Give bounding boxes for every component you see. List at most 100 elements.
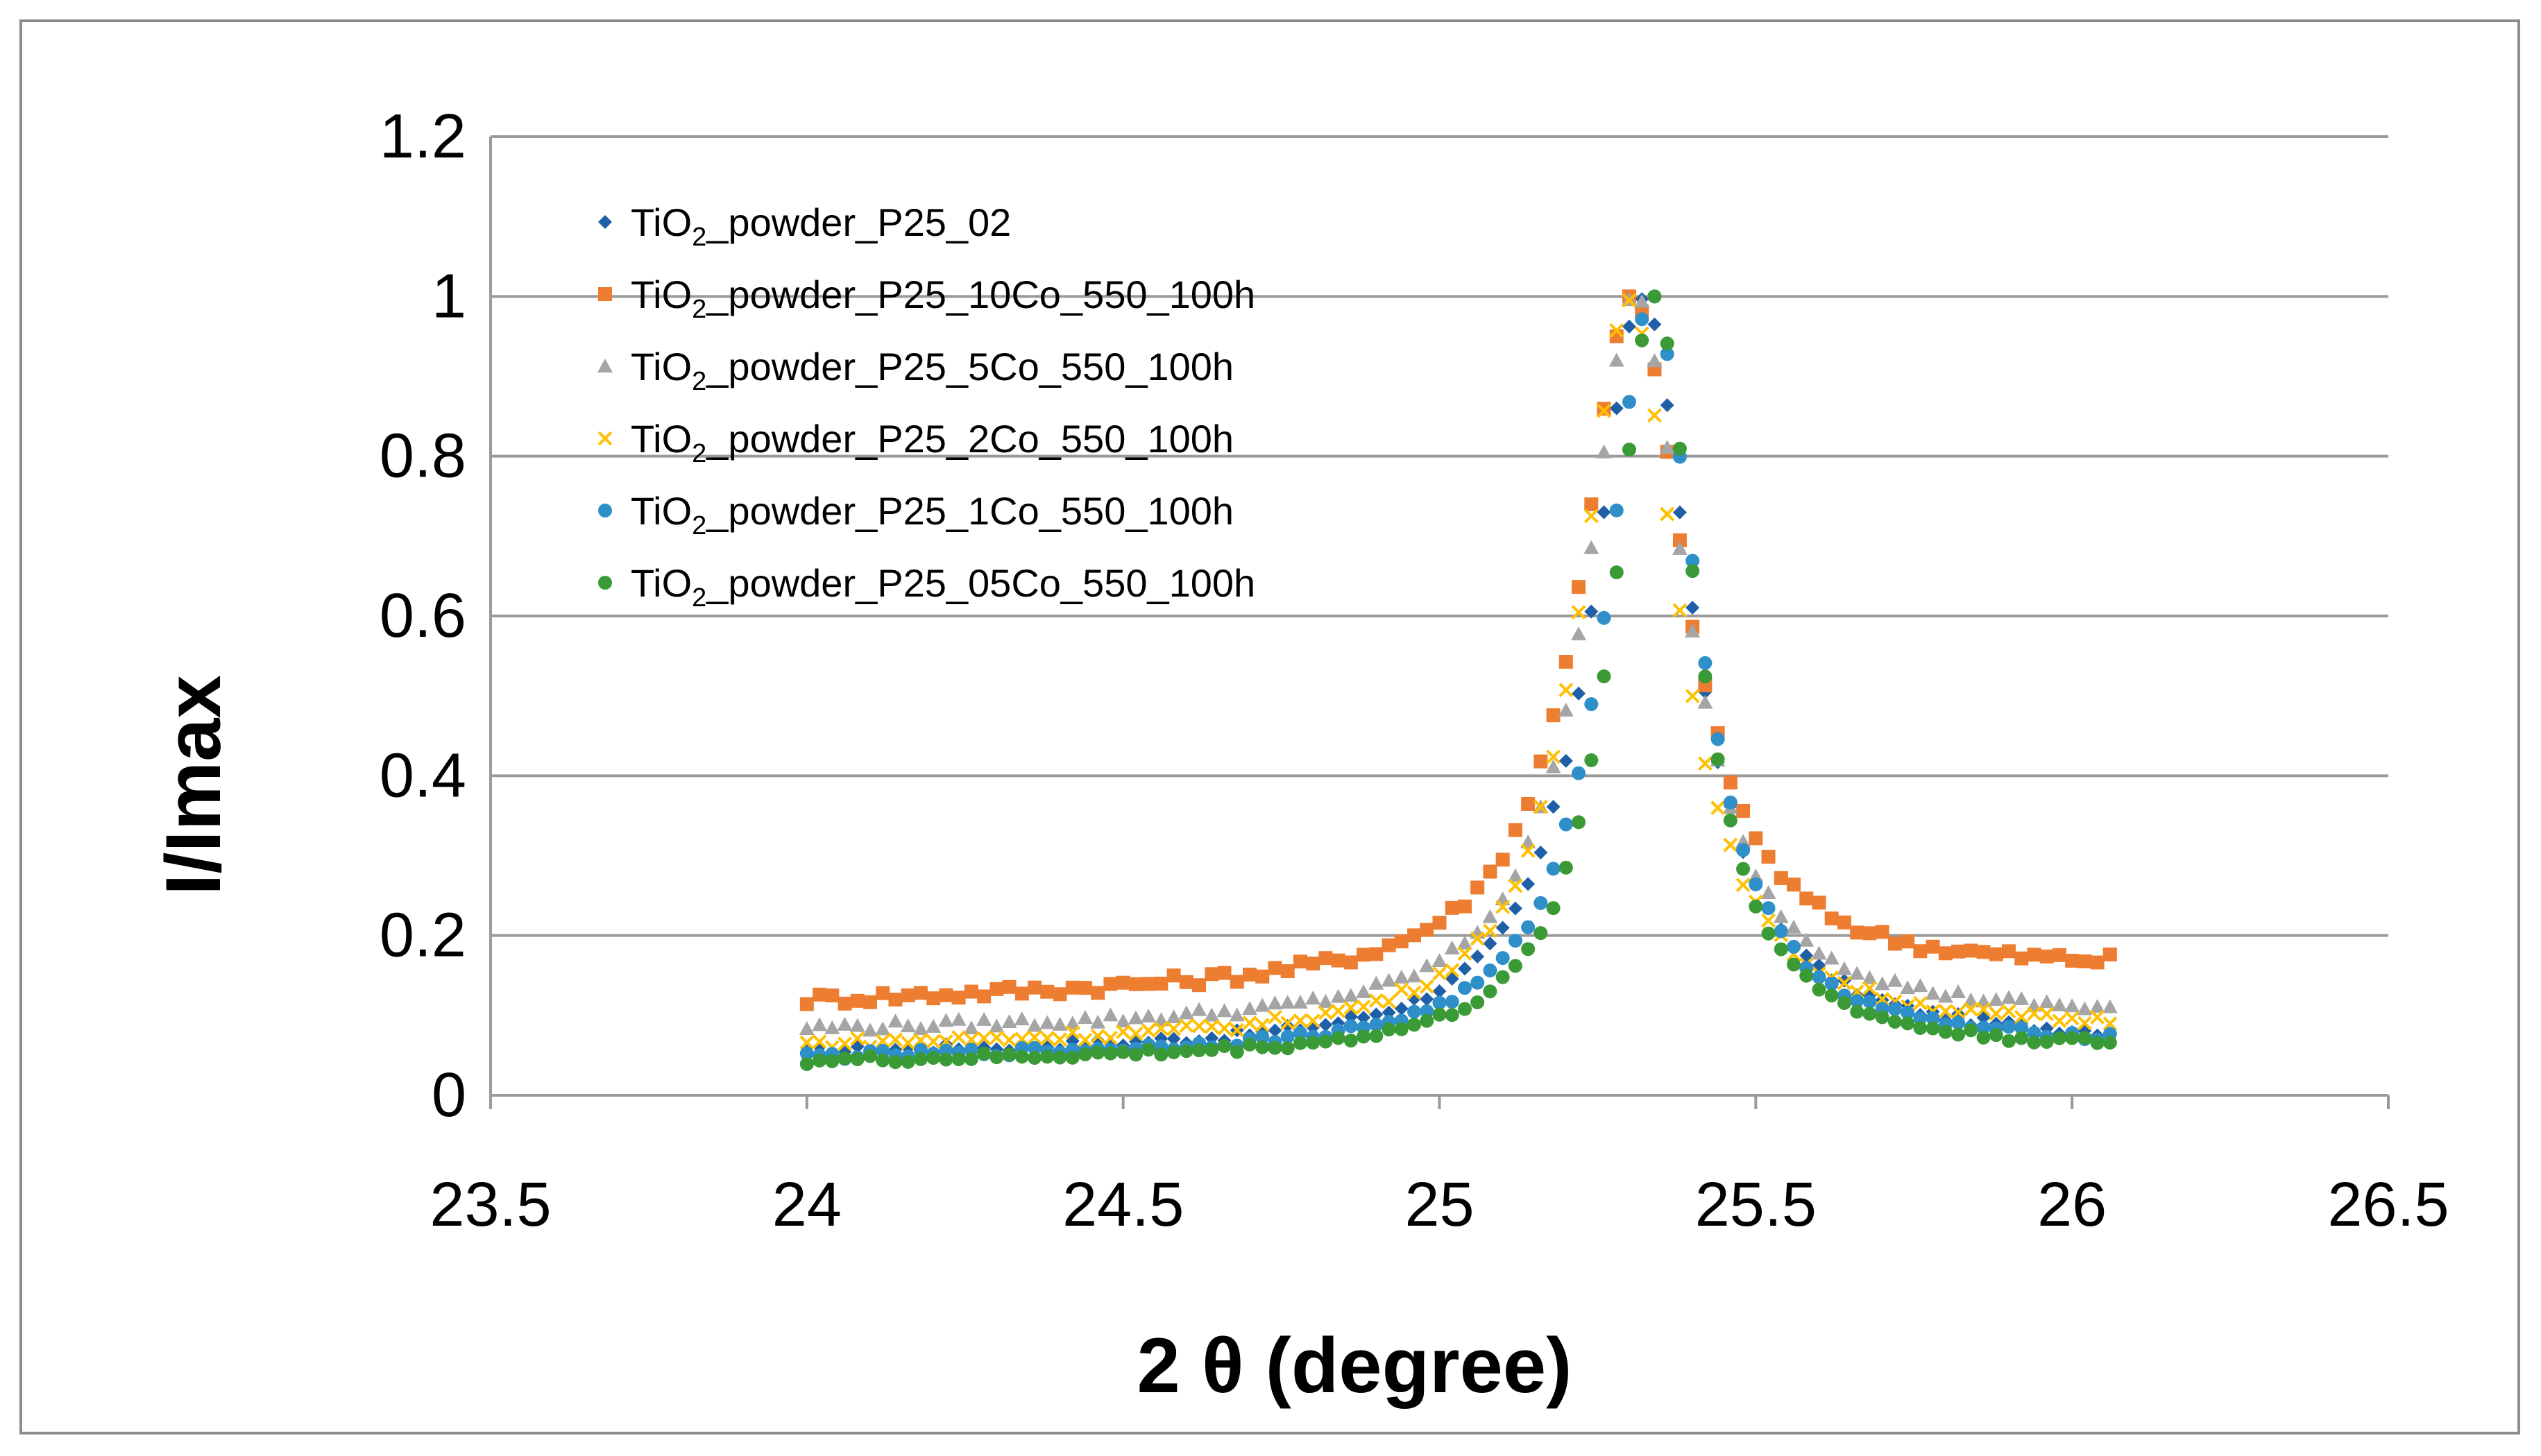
- data-point: [1128, 1026, 1144, 1041]
- data-point: [1951, 1016, 1966, 1030]
- data-point: [1520, 843, 1536, 858]
- data-point: [951, 1052, 966, 1066]
- data-point: [1787, 957, 1801, 972]
- data-point: [1723, 813, 1737, 828]
- data-point: [989, 1030, 1004, 1045]
- data-point: [1761, 926, 1776, 941]
- data-point: [1736, 843, 1751, 857]
- data-point: [1393, 969, 1409, 984]
- data-point: [1533, 896, 1548, 910]
- y-axis-title: I/Imax: [150, 675, 237, 896]
- data-point: [1963, 992, 1979, 1007]
- data-point: [1343, 988, 1359, 1002]
- data-point: [1521, 942, 1536, 957]
- data-point: [1710, 732, 1725, 746]
- data-point: [1774, 871, 1788, 885]
- data-point: [1546, 749, 1561, 764]
- series-6: [799, 289, 2117, 1071]
- x-tick-label: 26.5: [2327, 1170, 2449, 1240]
- data-point: [1204, 1007, 1220, 1022]
- data-point: [1913, 1020, 1928, 1035]
- data-point: [849, 1018, 865, 1032]
- data-point: [2102, 1016, 2118, 1031]
- series-3: [799, 292, 2118, 1037]
- data-point: [1280, 1041, 1295, 1056]
- data-point: [1622, 443, 1636, 457]
- data-point: [1622, 319, 1636, 334]
- data-point: [1635, 333, 1649, 348]
- data-point: [1609, 401, 1624, 416]
- data-point: [1938, 1004, 1953, 1019]
- legend: TiO2_powder_P25_02 TiO2_powder_P25_10Co_5…: [597, 200, 1255, 613]
- data-point: [2052, 948, 2066, 962]
- data-point: [989, 1050, 1004, 1065]
- data-point: [850, 1031, 865, 1046]
- data-point: [1191, 1018, 1207, 1034]
- chart-svg: 0 0.2 0.4 0.6 0.8 1 1.2 23.5 24 24.5 25 25.5 26 26.5…: [150, 102, 2449, 1409]
- data-point: [1027, 1030, 1042, 1045]
- legend-label: TiO2_powder_P25_5Co_550_100h: [631, 345, 1234, 396]
- data-point: [1837, 973, 1851, 988]
- data-point: [1723, 837, 1738, 853]
- x-tick-label: 25.5: [1695, 1170, 1817, 1240]
- data-point: [2077, 1016, 2092, 1031]
- data-point: [1887, 936, 1902, 951]
- series-2: [799, 289, 2117, 1011]
- data-point: [1407, 968, 1422, 983]
- data-point: [1749, 877, 1763, 891]
- data-point: [1268, 1040, 1282, 1055]
- data-point: [799, 1056, 814, 1071]
- data-point: [1331, 1004, 1346, 1018]
- data-point: [1495, 853, 1510, 867]
- data-point: [1293, 1036, 1307, 1050]
- data-point: [1926, 1011, 1940, 1026]
- data-point: [1787, 939, 1801, 954]
- x-axis-title: 2 θ (degree): [1137, 1322, 1572, 1409]
- data-point: [1913, 1011, 1928, 1025]
- data-point: [1293, 1026, 1307, 1040]
- data-point: [1001, 1014, 1017, 1029]
- data-point: [1976, 1020, 1991, 1035]
- data-point: [1331, 953, 1345, 968]
- data-point: [1419, 958, 1435, 973]
- data-point: [1394, 1002, 1409, 1016]
- data-point: [1875, 1010, 1889, 1025]
- data-point: [888, 1055, 903, 1070]
- data-point: [1028, 1051, 1042, 1065]
- data-point: [1128, 1010, 1144, 1025]
- data-point: [1572, 815, 1586, 830]
- data-point: [2064, 998, 2080, 1013]
- data-point: [1153, 1012, 1169, 1027]
- data-point: [1609, 503, 1624, 517]
- data-point: [1103, 1030, 1118, 1045]
- data-point: [1115, 1013, 1131, 1028]
- data-point: [2027, 1006, 2041, 1021]
- data-point: [1394, 934, 1409, 949]
- data-point: [1445, 995, 1459, 1009]
- data-point: [1318, 1034, 1333, 1049]
- data-point: [1938, 1025, 1953, 1039]
- data-point: [1343, 1000, 1359, 1016]
- data-point: [1343, 955, 1358, 970]
- data-point: [1318, 1005, 1333, 1020]
- data-point: [1761, 901, 1776, 916]
- data-point: [1457, 961, 1472, 976]
- data-point: [1053, 1032, 1067, 1047]
- data-point: [1608, 352, 1624, 367]
- data-point: [1887, 973, 1903, 987]
- data-point: [964, 1052, 978, 1066]
- data-point: [1356, 984, 1372, 998]
- data-point: [887, 1013, 903, 1028]
- data-point: [1306, 957, 1320, 971]
- data-point: [1558, 860, 1573, 875]
- data-point: [1584, 753, 1599, 767]
- data-point: [1660, 398, 1674, 413]
- data-point: [1735, 877, 1751, 893]
- data-point: [1862, 981, 1877, 996]
- data-point: [1508, 959, 1522, 973]
- data-point: [1495, 899, 1511, 914]
- data-point: [1280, 964, 1295, 979]
- data-point: [1584, 497, 1599, 512]
- data-point: [951, 1011, 967, 1026]
- data-point: [2090, 1010, 2105, 1025]
